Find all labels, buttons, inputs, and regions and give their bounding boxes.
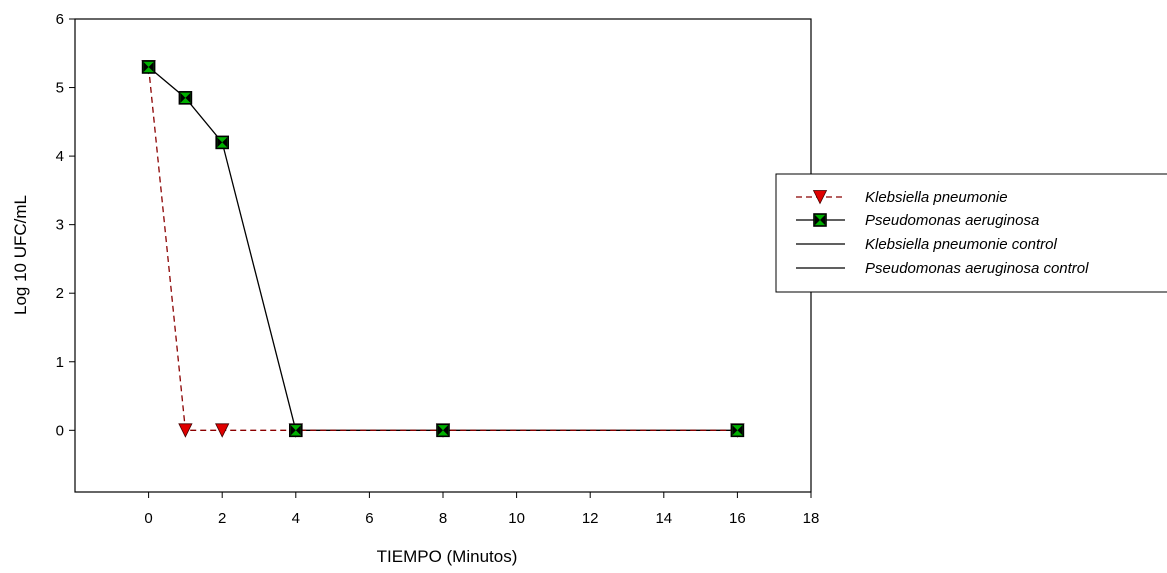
x-axis: 0 2 4 6 8 10 12 14 16 18 [144,492,819,527]
series-line [149,67,738,430]
legend-marker [814,214,826,226]
x-tick-label: 14 [655,510,672,527]
plot-frame [75,19,811,492]
y-tick-label: 0 [56,422,64,439]
x-tick-label: 8 [439,510,447,527]
legend-label: Klebsiella pneumonie [865,189,1008,206]
data-point [290,424,302,436]
legend-label: Pseudomonas aeruginosa control [865,260,1089,277]
series-layer [142,60,744,436]
y-tick-label: 5 [56,80,64,97]
data-point [179,424,192,437]
y-tick-label: 3 [56,217,64,234]
x-tick-label: 18 [803,510,820,527]
data-point [179,92,191,104]
x-tick-label: 16 [729,510,746,527]
legend-label: Pseudomonas aeruginosa [865,212,1039,229]
legend-label: Klebsiella pneumonie control [865,236,1057,253]
x-tick-label: 0 [144,510,152,527]
data-point [216,424,229,437]
y-axis-label: Log 10 UFC/mL [11,195,30,315]
data-point [143,61,155,73]
y-tick-label: 2 [56,285,64,302]
series-line [149,67,738,430]
data-point [216,136,228,148]
data-point [731,424,743,436]
x-axis-label: TIEMPO (Minutos) [377,547,518,566]
x-tick-label: 2 [218,510,226,527]
y-axis: 0 1 2 3 4 5 6 [56,11,75,439]
x-tick-label: 10 [508,510,525,527]
x-tick-label: 6 [365,510,373,527]
legend: Klebsiella pneumonie Pseudomonas aerugino… [776,174,1167,292]
x-tick-label: 12 [582,510,599,527]
y-tick-label: 4 [56,148,64,165]
y-tick-label: 6 [56,11,64,28]
y-tick-label: 1 [56,354,64,371]
data-point [437,424,449,436]
x-tick-label: 4 [292,510,300,527]
